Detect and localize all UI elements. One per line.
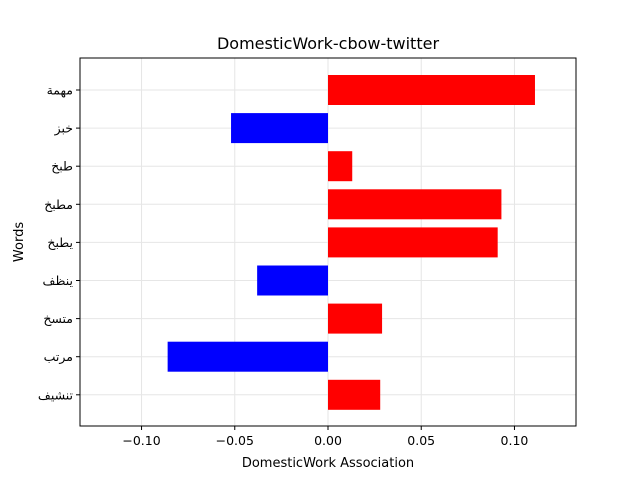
x-tick-label: 0.00 [314, 433, 342, 448]
bar [328, 303, 383, 334]
x-tick-label: 0.10 [501, 433, 529, 448]
y-tick-label: طبخ [51, 159, 73, 174]
y-axis-label: Words [12, 222, 27, 262]
bars [167, 75, 535, 410]
chart-title: DomesticWork-cbow-twitter [217, 34, 439, 53]
x-tick-label: 0.05 [407, 433, 435, 448]
bar [328, 227, 498, 258]
y-tick-label: خبز [54, 121, 73, 137]
x-axis-ticks: −0.10 −0.05 0.00 0.05 0.10 [122, 426, 528, 448]
y-tick-label: متسخ [43, 311, 73, 326]
y-tick-label: يطبخ [47, 235, 73, 250]
y-tick-label: مهمة [47, 83, 73, 99]
bar [167, 341, 328, 372]
y-tick-label: مرتب [44, 349, 73, 365]
bar [231, 113, 328, 144]
x-tick-label: −0.10 [122, 433, 160, 448]
bar [328, 379, 381, 410]
x-tick-label: −0.05 [216, 433, 254, 448]
bar [257, 265, 328, 296]
y-tick-label: ينظف [43, 273, 74, 288]
bar [328, 151, 353, 182]
y-tick-label: تنشيف [38, 387, 74, 402]
bar [328, 189, 502, 220]
bar [328, 75, 535, 105]
y-tick-label: مطبخ [44, 197, 73, 212]
x-axis-label: DomesticWork Association [242, 456, 414, 471]
y-axis-ticks: مهمة خبز طبخ مطبخ يطبخ ينظف متسخ مرتب تنشيف [38, 83, 80, 402]
